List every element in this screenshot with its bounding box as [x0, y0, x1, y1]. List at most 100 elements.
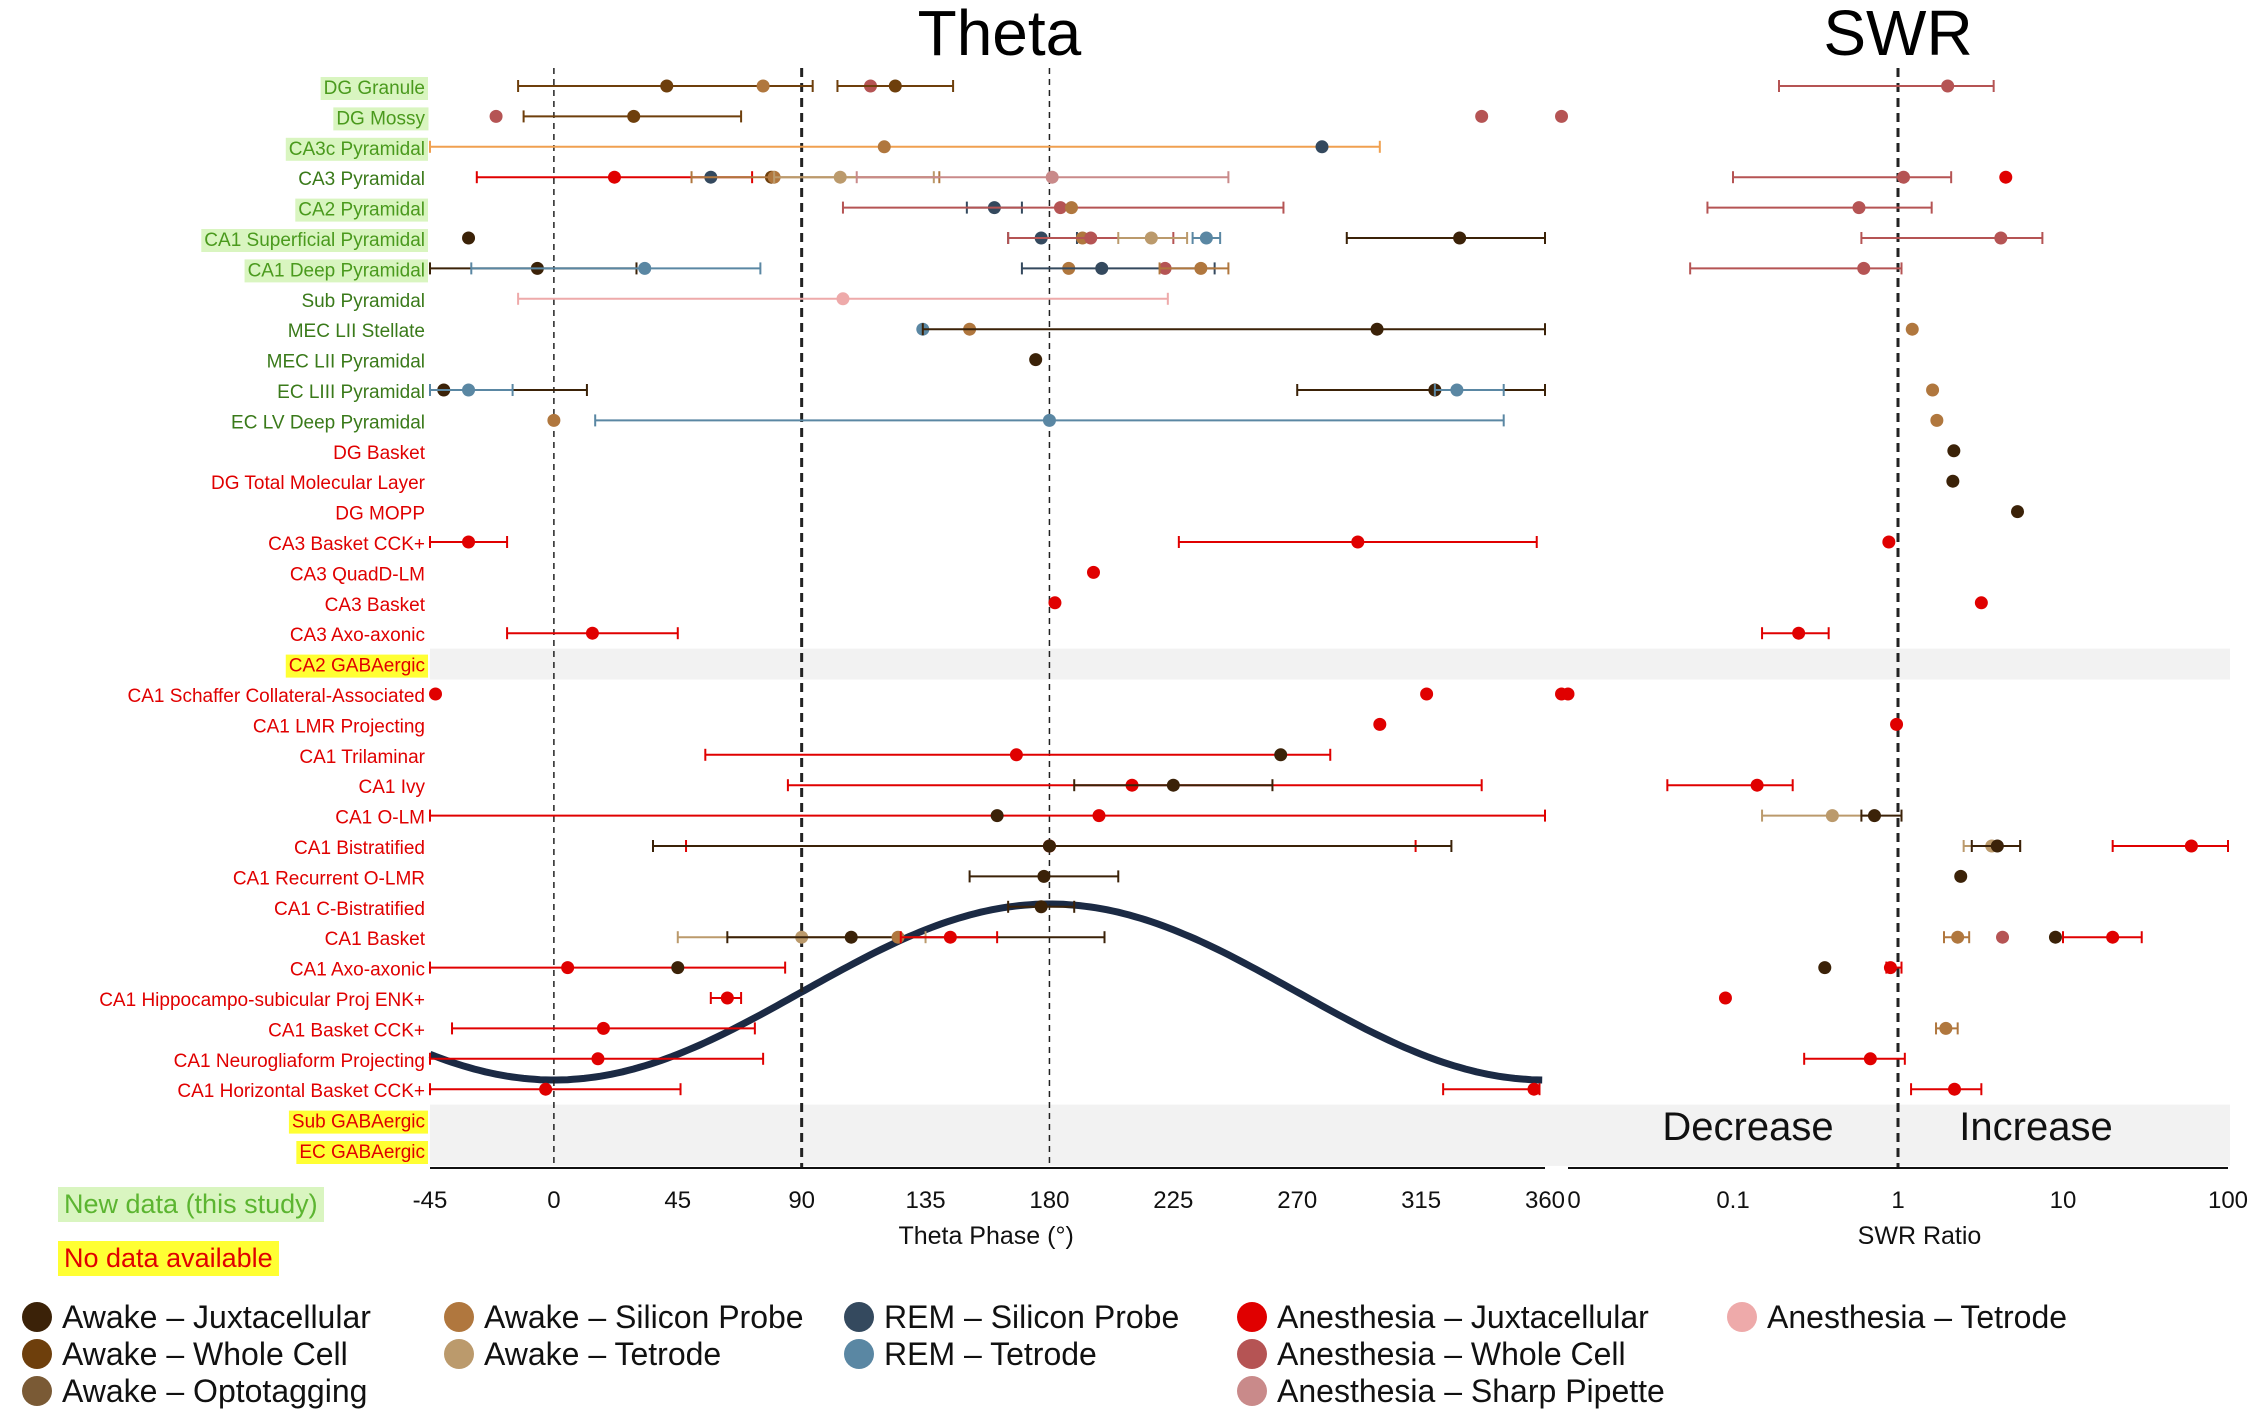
legend-label: Awake – Whole Cell	[62, 1335, 348, 1372]
swr-point	[1946, 474, 1960, 488]
theta-point	[429, 687, 443, 701]
theta-point	[844, 930, 858, 944]
theta-point	[607, 170, 621, 184]
legend-item: Anesthesia – Tetrode	[1727, 1299, 2067, 1335]
row-label-highlight	[285, 654, 428, 678]
legend-swatch	[1237, 1302, 1267, 1332]
theta-point	[591, 1052, 605, 1066]
row-label-highlight	[296, 1141, 428, 1164]
theta-point	[1475, 109, 1489, 123]
row-label-highlight	[320, 77, 428, 100]
theta-point	[539, 1082, 553, 1096]
swr-point	[1941, 79, 1955, 93]
theta-tick-label: 135	[906, 1187, 946, 1214]
theta-point	[1527, 1082, 1541, 1096]
theta-tick-label: 315	[1401, 1187, 1441, 1214]
row-label: CA2 GABAergic	[289, 656, 425, 677]
theta-point	[1274, 748, 1288, 762]
theta-tick-label: 45	[664, 1187, 691, 1214]
theta-point	[1064, 201, 1078, 215]
theta-point	[990, 809, 1004, 823]
theta-point	[1144, 231, 1158, 245]
theta-x-label: Theta Phase (°)	[898, 1222, 1073, 1250]
swr-point	[1867, 809, 1881, 823]
legend-item: Anesthesia – Juxtacellular	[1237, 1299, 1649, 1335]
swr-point	[1999, 170, 2013, 184]
legend-label: Awake – Tetrode	[484, 1335, 722, 1372]
theta-point	[1042, 839, 1056, 853]
theta-point	[638, 261, 652, 275]
row-label: CA1 Basket CCK+	[268, 1020, 425, 1041]
row-label: CA1 C-Bistratified	[274, 899, 425, 920]
theta-point	[1450, 383, 1464, 397]
row-label: DG Granule	[324, 78, 425, 99]
theta-point	[462, 383, 476, 397]
theta-point	[1092, 809, 1106, 823]
swr-point	[1818, 961, 1832, 975]
legend-swatch	[22, 1302, 52, 1332]
swr-point	[1857, 261, 1871, 275]
legend-swatch	[1237, 1376, 1267, 1406]
theta-point	[1053, 201, 1067, 215]
row-label: CA3 Pyramidal	[298, 169, 425, 190]
row-label: CA1 Basket	[325, 929, 426, 950]
swr-title: SWR	[1823, 0, 1972, 69]
legend-label: REM – Silicon Probe	[884, 1298, 1180, 1335]
no-data-band	[430, 1104, 2230, 1136]
row-label: EC GABAergic	[299, 1142, 425, 1163]
row-label-highlight	[288, 1110, 428, 1134]
row-label: CA1 Neurogliaform Projecting	[174, 1051, 425, 1072]
row-label-highlight	[285, 137, 428, 161]
theta-point	[1315, 140, 1329, 154]
theta-point	[489, 109, 503, 123]
row-label: CA3c Pyramidal	[289, 139, 425, 160]
theta-point	[1086, 565, 1100, 579]
legend-item: REM – Tetrode	[844, 1336, 1097, 1372]
swr-point	[2106, 930, 2120, 944]
no-data-band	[430, 648, 2230, 680]
theta-title: Theta	[918, 0, 1082, 69]
legend-swatch	[22, 1376, 52, 1406]
theta-point	[1048, 596, 1062, 610]
swr-point	[1852, 201, 1866, 215]
theta-point	[1420, 687, 1434, 701]
theta-point	[877, 140, 891, 154]
theta-point	[627, 109, 641, 123]
legend-swatch	[1727, 1302, 1757, 1332]
theta-point	[833, 170, 847, 184]
theta-tick-label: 225	[1153, 1187, 1193, 1214]
theta-point	[836, 292, 850, 306]
increase-annotation: Increase	[1959, 1105, 2112, 1149]
legend-item: Awake – Tetrode	[444, 1335, 722, 1372]
swr-point	[1939, 1021, 1953, 1035]
theta-point	[671, 961, 685, 975]
theta-point	[1370, 322, 1384, 336]
row-label: CA2 Pyramidal	[298, 200, 425, 221]
row-label: CA1 Trilaminar	[299, 747, 425, 768]
swr-tick-label: 0.1	[1716, 1187, 1749, 1214]
row-label: EC LIII Pyramidal	[277, 382, 425, 403]
row-label: MEC LII Stellate	[288, 321, 425, 342]
phase-chart: Theta SWR-45 0 45 90 135 180 225 270 315 360 0 0.1 1 1…	[99, 0, 2248, 1250]
theta-point	[660, 79, 674, 93]
row-label-highlight	[295, 198, 428, 222]
row-label: CA1 Axo-axonic	[290, 960, 425, 981]
legend-item: Anesthesia – Sharp Pipette	[1237, 1373, 1665, 1409]
theta-point	[1453, 231, 1467, 245]
swr-point	[2184, 839, 2198, 853]
swr-point	[1996, 930, 2010, 944]
swr-point	[1792, 626, 1806, 640]
theta-point	[888, 79, 902, 93]
theta-point	[756, 79, 770, 93]
theta-point	[1555, 109, 1569, 123]
theta-point	[1045, 170, 1059, 184]
swr-point	[2011, 505, 2025, 519]
theta-point	[1351, 535, 1365, 549]
row-label: DG Total Molecular Layer	[211, 473, 426, 494]
swr-point	[1947, 444, 1961, 458]
theta-tick-label: 360	[1525, 1187, 1565, 1214]
theta-point	[1199, 231, 1213, 245]
row-label: CA1 LMR Projecting	[253, 716, 425, 737]
swr-point	[1974, 596, 1988, 610]
swr-point	[1561, 687, 1575, 701]
